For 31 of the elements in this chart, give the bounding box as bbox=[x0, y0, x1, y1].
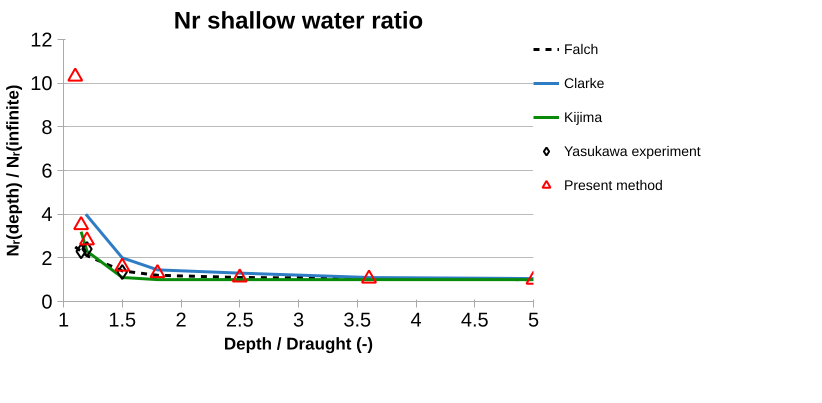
x-tick-label: 4 bbox=[410, 310, 422, 332]
legend-label: Yasukawa experiment bbox=[564, 143, 701, 159]
legend-label: Kijima bbox=[564, 109, 602, 125]
legend-label: Falch bbox=[564, 41, 598, 57]
x-tick-label: 1.5 bbox=[108, 310, 136, 332]
point bbox=[114, 257, 130, 272]
chart-title: Nr shallow water ratio bbox=[174, 8, 424, 34]
point bbox=[67, 68, 84, 82]
x-tick-label: 4.5 bbox=[460, 310, 489, 332]
point bbox=[73, 216, 90, 230]
y-tick-label: 4 bbox=[41, 204, 52, 226]
y-tick-label: 6 bbox=[41, 160, 52, 182]
y-tick-label: 10 bbox=[30, 73, 53, 96]
x-axis-title: Depth / Draught (-) bbox=[224, 334, 374, 354]
y-axis-title: Nᵣ(depth) / Nᵣ(infinite) bbox=[3, 84, 22, 256]
y-tick-label: 8 bbox=[41, 116, 52, 139]
x-tick-label: 1 bbox=[58, 310, 70, 332]
x-tick-label: 2 bbox=[175, 310, 187, 332]
x-tick-label: 2.5 bbox=[226, 310, 254, 332]
x-tick-label: 5 bbox=[528, 310, 540, 332]
x-tick-label: 3 bbox=[292, 310, 304, 332]
point bbox=[232, 268, 248, 283]
point bbox=[79, 231, 95, 246]
y-tick-label: 12 bbox=[30, 30, 53, 52]
x-tick-label: 3.5 bbox=[343, 310, 372, 332]
y-tick-label: 2 bbox=[41, 248, 52, 270]
legend-label: Clarke bbox=[564, 75, 604, 91]
point bbox=[361, 269, 377, 284]
y-tick-label: 0 bbox=[41, 292, 52, 314]
legend-label: Present method bbox=[564, 177, 663, 193]
point bbox=[150, 264, 166, 278]
